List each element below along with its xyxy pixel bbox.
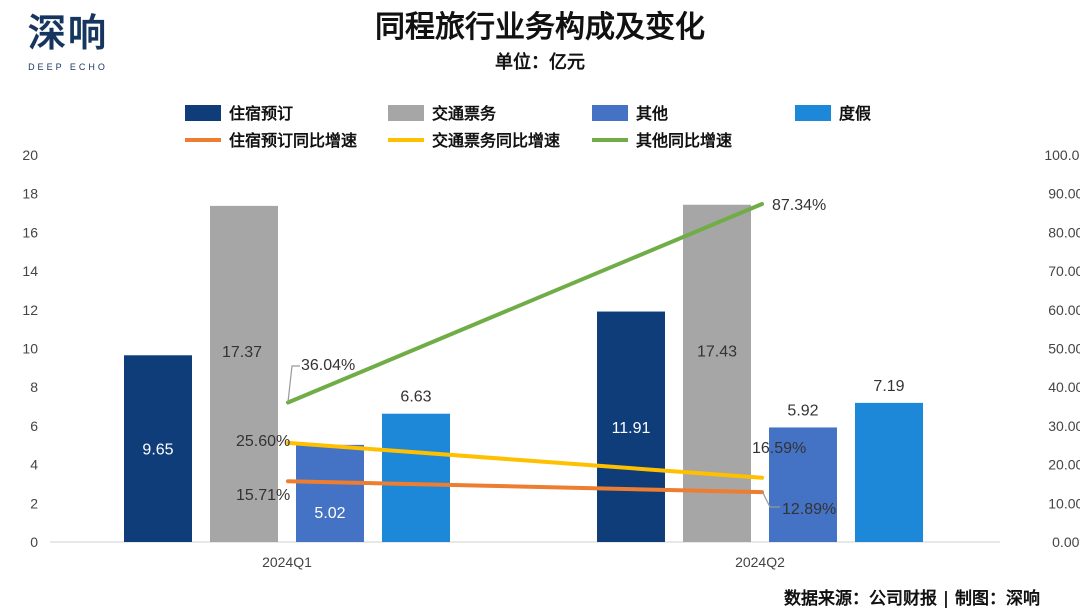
legend-label: 度假	[839, 104, 872, 123]
y2-tick-label: 40.00%	[1048, 379, 1080, 395]
y2-tick-label: 80.00%	[1048, 224, 1080, 240]
chart-title: 同程旅行业务构成及变化	[375, 10, 705, 45]
legend-label: 住宿预订	[229, 104, 293, 123]
logo-wordmark: 深响	[27, 11, 108, 55]
y-tick-label: 12	[22, 302, 38, 318]
y2-tick-label: 0.00%	[1052, 534, 1080, 550]
line-label: 25.60%	[236, 433, 290, 450]
bar-2-0	[296, 444, 364, 542]
chart-subtitle: 单位：亿元	[495, 52, 585, 73]
line-label: 87.34%	[772, 197, 826, 214]
axes: 0 2 4 6 8 10 12 14 16 18 20 0.00% 10.00% 20.00% 30.00%…	[22, 147, 1080, 570]
bar-2-1	[769, 427, 837, 542]
logo-subtitle: DEEP ECHO	[28, 62, 108, 72]
bar-3-0	[382, 413, 450, 542]
y-tick-label: 10	[22, 341, 38, 357]
y2-tick-label: 20.00%	[1048, 457, 1080, 473]
leader-line	[761, 490, 780, 508]
bars	[124, 204, 923, 543]
y2-tick-label: 50.00%	[1048, 341, 1080, 357]
y-tick-label: 14	[22, 263, 38, 279]
y2-tick-label: 70.00%	[1048, 263, 1080, 279]
line-2	[286, 201, 764, 405]
data-labels: 9.65 11.91 17.37 17.43 5.02 5.92 6.63 7.19 15.71…	[142, 197, 904, 522]
bar-0-0	[124, 355, 192, 542]
legend-label: 交通票务同比增速	[432, 131, 560, 150]
line-label: 12.89%	[782, 501, 836, 518]
y-tick-label: 20	[22, 147, 38, 163]
line-label: 36.04%	[301, 357, 355, 374]
bar-label: 6.63	[400, 389, 431, 406]
bar-label: 11.91	[612, 420, 651, 437]
leader-line	[287, 365, 300, 403]
legend-swatch	[388, 105, 424, 121]
line-label: 16.59%	[752, 440, 806, 457]
y-tick-label: 16	[22, 224, 38, 240]
legend-swatch	[592, 105, 628, 121]
bar-label: 5.02	[314, 505, 345, 522]
lines	[286, 201, 764, 495]
x-category-label: 2024Q1	[262, 554, 312, 570]
bar-1-1	[683, 204, 751, 543]
x-category-label: 2024Q2	[735, 554, 785, 570]
bar-3-1	[855, 402, 923, 542]
y-tick-label: 4	[30, 457, 38, 473]
bar-label: 5.92	[787, 402, 818, 419]
legend-label: 住宿预订同比增速	[229, 131, 357, 150]
y2-tick-label: 30.00%	[1048, 418, 1080, 434]
y-tick-label: 6	[30, 418, 38, 434]
y-tick-label: 2	[30, 495, 38, 511]
logo: 深响 DEEP ECHO	[12, 10, 124, 76]
legend-label: 其他同比增速	[636, 131, 732, 150]
bar-label: 9.65	[142, 442, 173, 459]
bar-label: 7.19	[873, 378, 904, 395]
line-0	[286, 479, 764, 495]
line-1	[286, 440, 764, 480]
y2-tick-label: 100.00%	[1044, 147, 1080, 163]
y-tick-label: 0	[30, 534, 38, 550]
line-label: 15.71%	[236, 487, 290, 504]
y-tick-label: 8	[30, 379, 38, 395]
y-tick-label: 18	[22, 186, 38, 202]
legend-label: 交通票务	[432, 104, 497, 123]
y2-tick-label: 10.00%	[1048, 495, 1080, 511]
legend-label: 其他	[636, 104, 668, 123]
y2-tick-label: 60.00%	[1048, 302, 1080, 318]
bar-label: 17.43	[697, 344, 737, 361]
source-note: 数据来源：公司财报 | 制图：深响	[783, 589, 1040, 609]
legend-swatch	[795, 105, 831, 121]
bar-1-0	[210, 205, 278, 542]
legend-swatch	[185, 105, 221, 121]
bar-label: 17.37	[222, 344, 262, 361]
y2-tick-label: 90.00%	[1048, 186, 1080, 202]
bar-0-1	[597, 311, 665, 542]
